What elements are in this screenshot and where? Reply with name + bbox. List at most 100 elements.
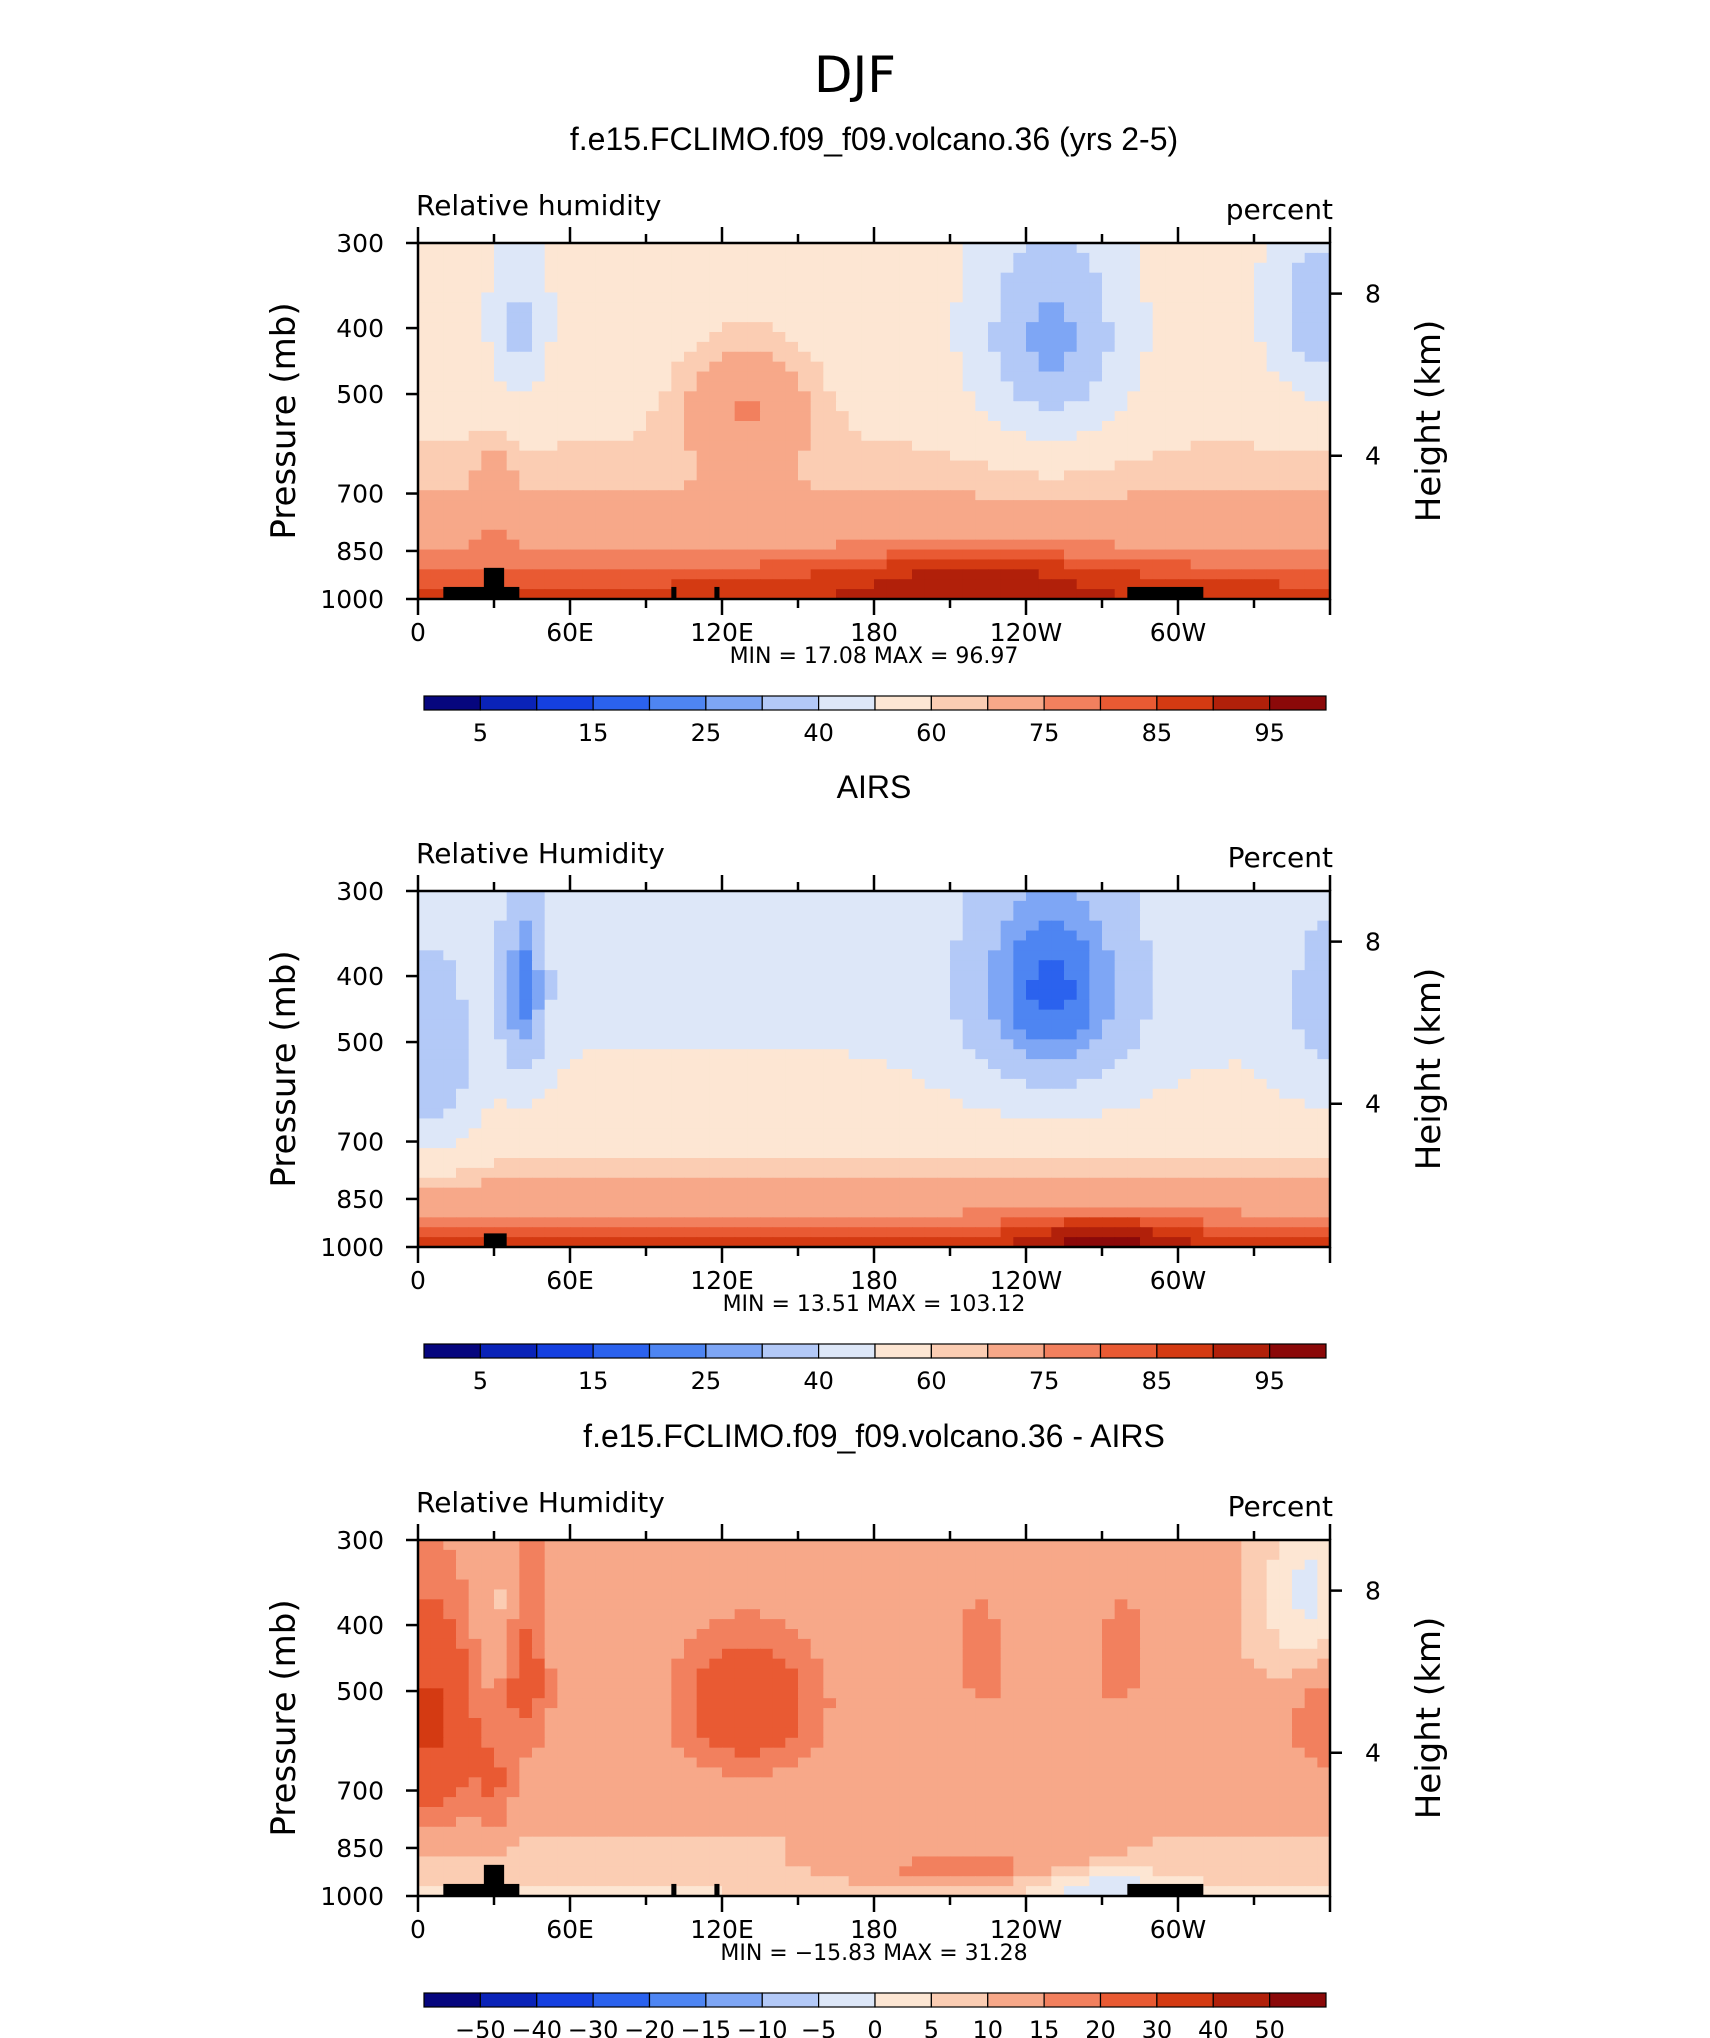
heatmap-cell xyxy=(430,1118,444,1129)
heatmap-cell xyxy=(1152,371,1166,383)
heatmap-cell xyxy=(785,252,799,264)
heatmap-cell xyxy=(810,440,824,452)
heatmap-cell xyxy=(1190,1148,1204,1159)
heatmap-cell xyxy=(1304,539,1318,551)
heatmap-cell xyxy=(874,549,888,561)
heatmap-cell xyxy=(1203,1158,1217,1169)
heatmap-cell xyxy=(696,430,710,442)
heatmap-cell xyxy=(1026,411,1040,422)
heatmap-cell xyxy=(823,351,837,363)
heatmap-cell xyxy=(747,960,761,971)
heatmap-cell xyxy=(646,1118,660,1129)
heatmap-cell xyxy=(1152,1167,1166,1179)
heatmap-cell xyxy=(785,910,799,922)
heatmap-cell xyxy=(1152,1049,1166,1060)
heatmap-cell xyxy=(823,332,837,343)
heatmap-cell xyxy=(836,891,850,902)
heatmap-cell xyxy=(848,421,862,432)
heatmap-cell xyxy=(722,1118,736,1129)
heatmap-cell xyxy=(1241,989,1255,1001)
heatmap-cell xyxy=(1190,500,1204,511)
heatmap-cell xyxy=(506,970,520,981)
heatmap-cell xyxy=(1178,341,1192,353)
heatmap-cell xyxy=(747,569,761,580)
heatmap-cell xyxy=(1013,312,1027,323)
heatmap-cell xyxy=(861,312,875,323)
heatmap-cell xyxy=(1152,1069,1166,1080)
heatmap-cell xyxy=(430,411,444,422)
heatmap-cell xyxy=(633,519,647,531)
heatmap-cell xyxy=(836,900,850,912)
heatmap-cell xyxy=(836,1039,850,1050)
heatmap-cell xyxy=(671,891,685,902)
heatmap-cell xyxy=(1216,341,1230,353)
heatmap-cell xyxy=(836,930,850,942)
heatmap-cell xyxy=(988,940,1002,951)
heatmap-cell xyxy=(709,262,723,274)
heatmap-cell xyxy=(557,490,571,501)
heatmap-cell xyxy=(1051,910,1065,922)
heatmap-cell xyxy=(810,371,824,383)
heatmap-cell xyxy=(874,332,888,343)
heatmap-cell xyxy=(1279,1177,1293,1189)
heatmap-cell xyxy=(734,589,748,600)
heatmap-cell xyxy=(1152,559,1166,570)
heatmap-cell xyxy=(430,900,444,912)
heatmap-cell xyxy=(1190,371,1204,383)
heatmap-cell xyxy=(1152,1088,1166,1100)
heatmap-cell xyxy=(810,910,824,922)
heatmap-cell xyxy=(481,510,495,521)
heatmap-cell xyxy=(836,361,850,373)
heatmap-cell xyxy=(608,480,622,491)
heatmap-cell xyxy=(696,900,710,912)
heatmap-cell xyxy=(1292,549,1306,561)
heatmap-cell xyxy=(633,930,647,942)
heatmap-cell xyxy=(608,1098,622,1110)
heatmap-cell xyxy=(646,1039,660,1050)
heatmap-cell xyxy=(1089,1029,1103,1040)
heatmap-cell xyxy=(684,559,698,570)
heatmap-cell xyxy=(468,529,482,541)
heatmap-cell xyxy=(608,282,622,294)
heatmap-cell xyxy=(608,421,622,432)
heatmap-cell xyxy=(1013,1039,1027,1050)
heatmap-cell xyxy=(544,950,558,961)
heatmap-cell xyxy=(608,930,622,942)
heatmap-cell xyxy=(633,579,647,590)
heatmap-cell xyxy=(1051,1108,1065,1120)
heatmap-cell xyxy=(1114,970,1128,981)
heatmap-cell xyxy=(823,1059,837,1070)
heatmap-cell xyxy=(1279,262,1293,274)
heatmap-cell xyxy=(468,440,482,452)
heatmap-cell xyxy=(1089,549,1103,561)
heatmap-cell xyxy=(481,470,495,481)
heatmap-cell xyxy=(1266,480,1280,491)
heatmap-cell xyxy=(1038,252,1052,264)
heatmap-cell xyxy=(620,519,634,531)
heatmap-cell xyxy=(443,950,457,961)
heatmap-cell xyxy=(924,529,938,541)
heatmap-cell xyxy=(570,243,584,254)
heatmap-cell xyxy=(734,421,748,432)
heatmap-cell xyxy=(1266,411,1280,422)
heatmap-cell xyxy=(1165,920,1179,932)
heatmap-cell xyxy=(1026,569,1040,580)
heatmap-cell xyxy=(861,391,875,402)
heatmap-cell xyxy=(494,272,508,284)
heatmap-cell xyxy=(1000,1039,1014,1050)
heatmap-cell xyxy=(1216,1059,1230,1070)
heatmap-cell xyxy=(620,559,634,570)
heatmap-cell xyxy=(874,569,888,580)
heatmap-cell xyxy=(836,381,850,392)
heatmap-cell xyxy=(924,332,938,343)
heatmap-cell xyxy=(1089,1078,1103,1090)
heatmap-cell xyxy=(1228,480,1242,491)
heatmap-cell xyxy=(671,302,685,313)
heatmap-cell xyxy=(772,351,786,363)
heatmap-cell xyxy=(1152,1138,1166,1149)
heatmap-cell xyxy=(962,500,976,511)
heatmap-cell xyxy=(823,999,837,1011)
heatmap-cell xyxy=(1178,549,1192,561)
heatmap-cell xyxy=(506,1088,520,1100)
heatmap-cell xyxy=(1228,332,1242,343)
